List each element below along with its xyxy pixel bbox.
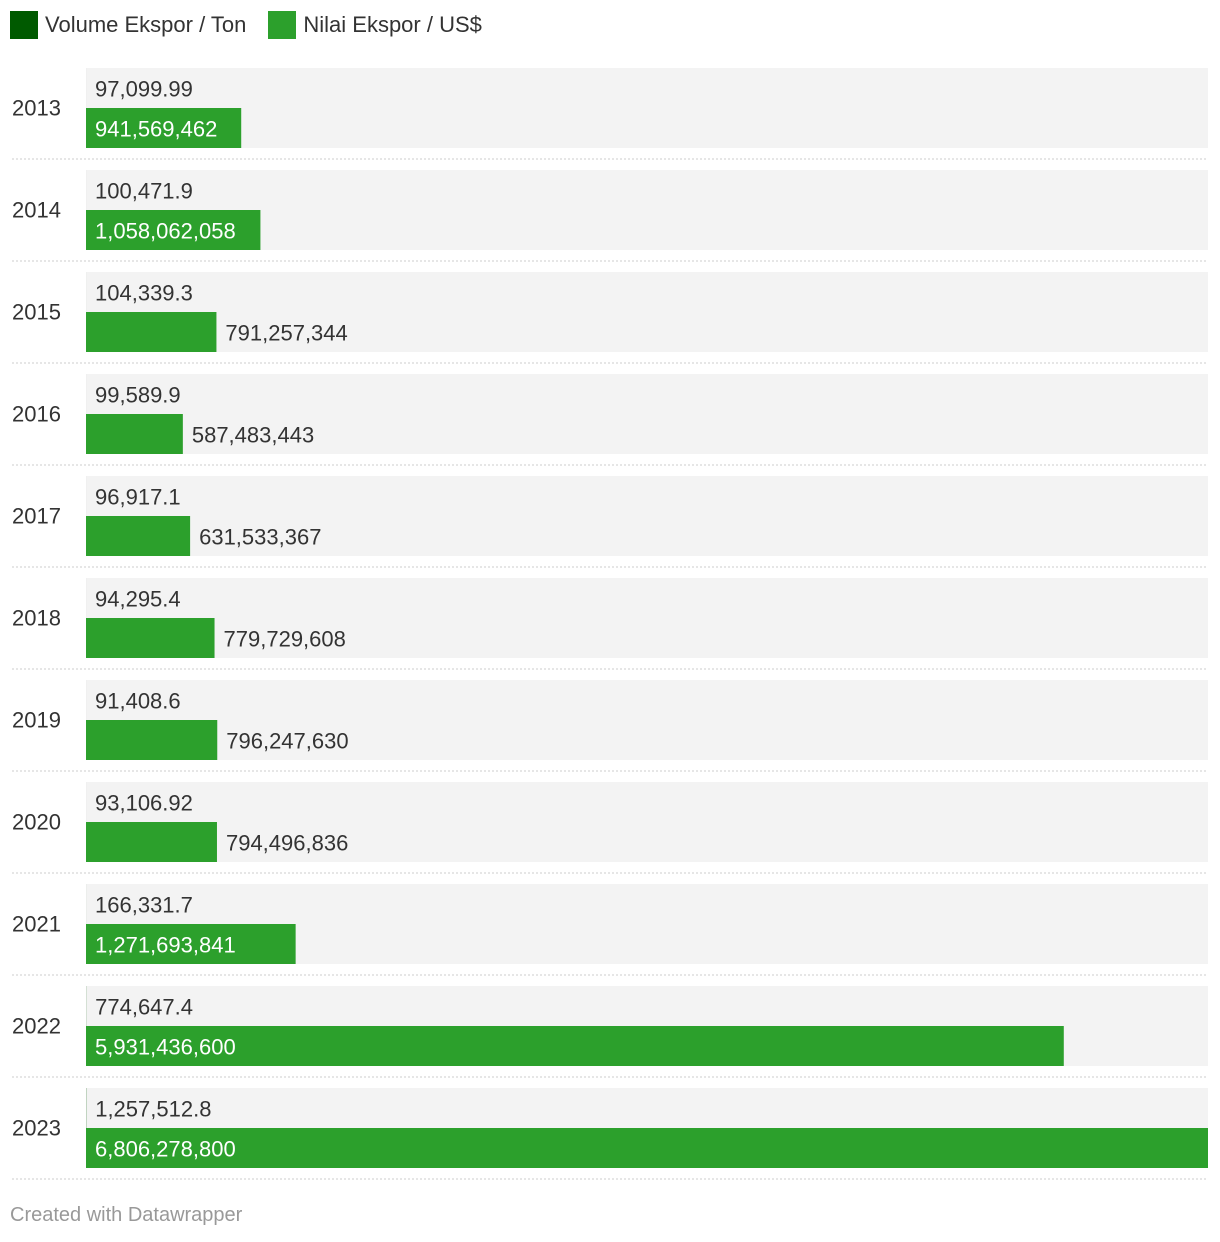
volume-data-label: 774,647.4 bbox=[95, 995, 193, 1020]
value-data-label: 631,533,367 bbox=[199, 525, 321, 550]
row-background bbox=[86, 170, 1208, 250]
row-background bbox=[86, 578, 1208, 658]
category-label: 2016 bbox=[12, 402, 61, 427]
value-data-label: 794,496,836 bbox=[226, 831, 348, 856]
value-bar bbox=[86, 516, 191, 556]
value-bar bbox=[86, 924, 296, 964]
value-data-label: 796,247,630 bbox=[226, 729, 348, 754]
value-data-label: 5,931,436,600 bbox=[95, 1035, 236, 1060]
category-label: 2022 bbox=[12, 1014, 61, 1039]
value-bar bbox=[86, 720, 218, 760]
value-data-label: 6,806,278,800 bbox=[95, 1137, 236, 1162]
volume-data-label: 93,106.92 bbox=[95, 791, 193, 816]
value-bar bbox=[86, 618, 215, 658]
category-label: 2014 bbox=[12, 198, 61, 223]
footer-credit[interactable]: Created with Datawrapper bbox=[10, 1204, 243, 1226]
row-background bbox=[86, 272, 1208, 352]
value-data-label: 941,569,462 bbox=[95, 117, 217, 142]
volume-data-label: 97,099.99 bbox=[95, 77, 193, 102]
category-label: 2020 bbox=[12, 810, 61, 835]
volume-data-label: 91,408.6 bbox=[95, 689, 181, 714]
volume-data-label: 166,331.7 bbox=[95, 893, 193, 918]
legend-swatch-value bbox=[268, 11, 297, 39]
legend-label-value: Nilai Ekspor / US$ bbox=[303, 12, 482, 37]
legend-label-volume: Volume Ekspor / Ton bbox=[45, 12, 247, 37]
value-data-label: 587,483,443 bbox=[192, 423, 314, 448]
category-label: 2023 bbox=[12, 1116, 61, 1141]
value-bar bbox=[86, 822, 217, 862]
volume-data-label: 96,917.1 bbox=[95, 485, 181, 510]
value-bar bbox=[86, 414, 183, 454]
category-label: 2017 bbox=[12, 504, 61, 529]
volume-data-label: 99,589.9 bbox=[95, 383, 181, 408]
category-label: 2013 bbox=[12, 96, 61, 121]
value-bar bbox=[86, 210, 261, 250]
value-data-label: 1,271,693,841 bbox=[95, 933, 236, 958]
category-label: 2019 bbox=[12, 708, 61, 733]
legend-item-value: Nilai Ekspor / US$ bbox=[268, 11, 482, 39]
row-background bbox=[86, 374, 1208, 454]
value-data-label: 1,058,062,058 bbox=[95, 219, 236, 244]
category-label: 2018 bbox=[12, 606, 61, 631]
legend-swatch-volume bbox=[10, 11, 38, 39]
volume-data-label: 1,257,512.8 bbox=[95, 1097, 211, 1122]
row-background bbox=[86, 680, 1208, 760]
chart-legend: Volume Ekspor / Ton Nilai Ekspor / US$ bbox=[10, 10, 504, 40]
row-background bbox=[86, 476, 1208, 556]
category-label: 2021 bbox=[12, 912, 61, 937]
category-label: 2015 bbox=[12, 300, 61, 325]
volume-data-label: 104,339.3 bbox=[95, 281, 193, 306]
value-data-label: 779,729,608 bbox=[224, 627, 346, 652]
value-data-label: 791,257,344 bbox=[225, 321, 347, 346]
volume-data-label: 94,295.4 bbox=[95, 587, 181, 612]
value-bar bbox=[86, 312, 217, 352]
value-bar bbox=[86, 1128, 1208, 1168]
value-bar bbox=[86, 1026, 1064, 1066]
value-bar bbox=[86, 108, 242, 148]
volume-data-label: 100,471.9 bbox=[95, 179, 193, 204]
row-background bbox=[86, 68, 1208, 148]
row-background bbox=[86, 782, 1208, 862]
legend-item-volume: Volume Ekspor / Ton bbox=[10, 11, 246, 39]
